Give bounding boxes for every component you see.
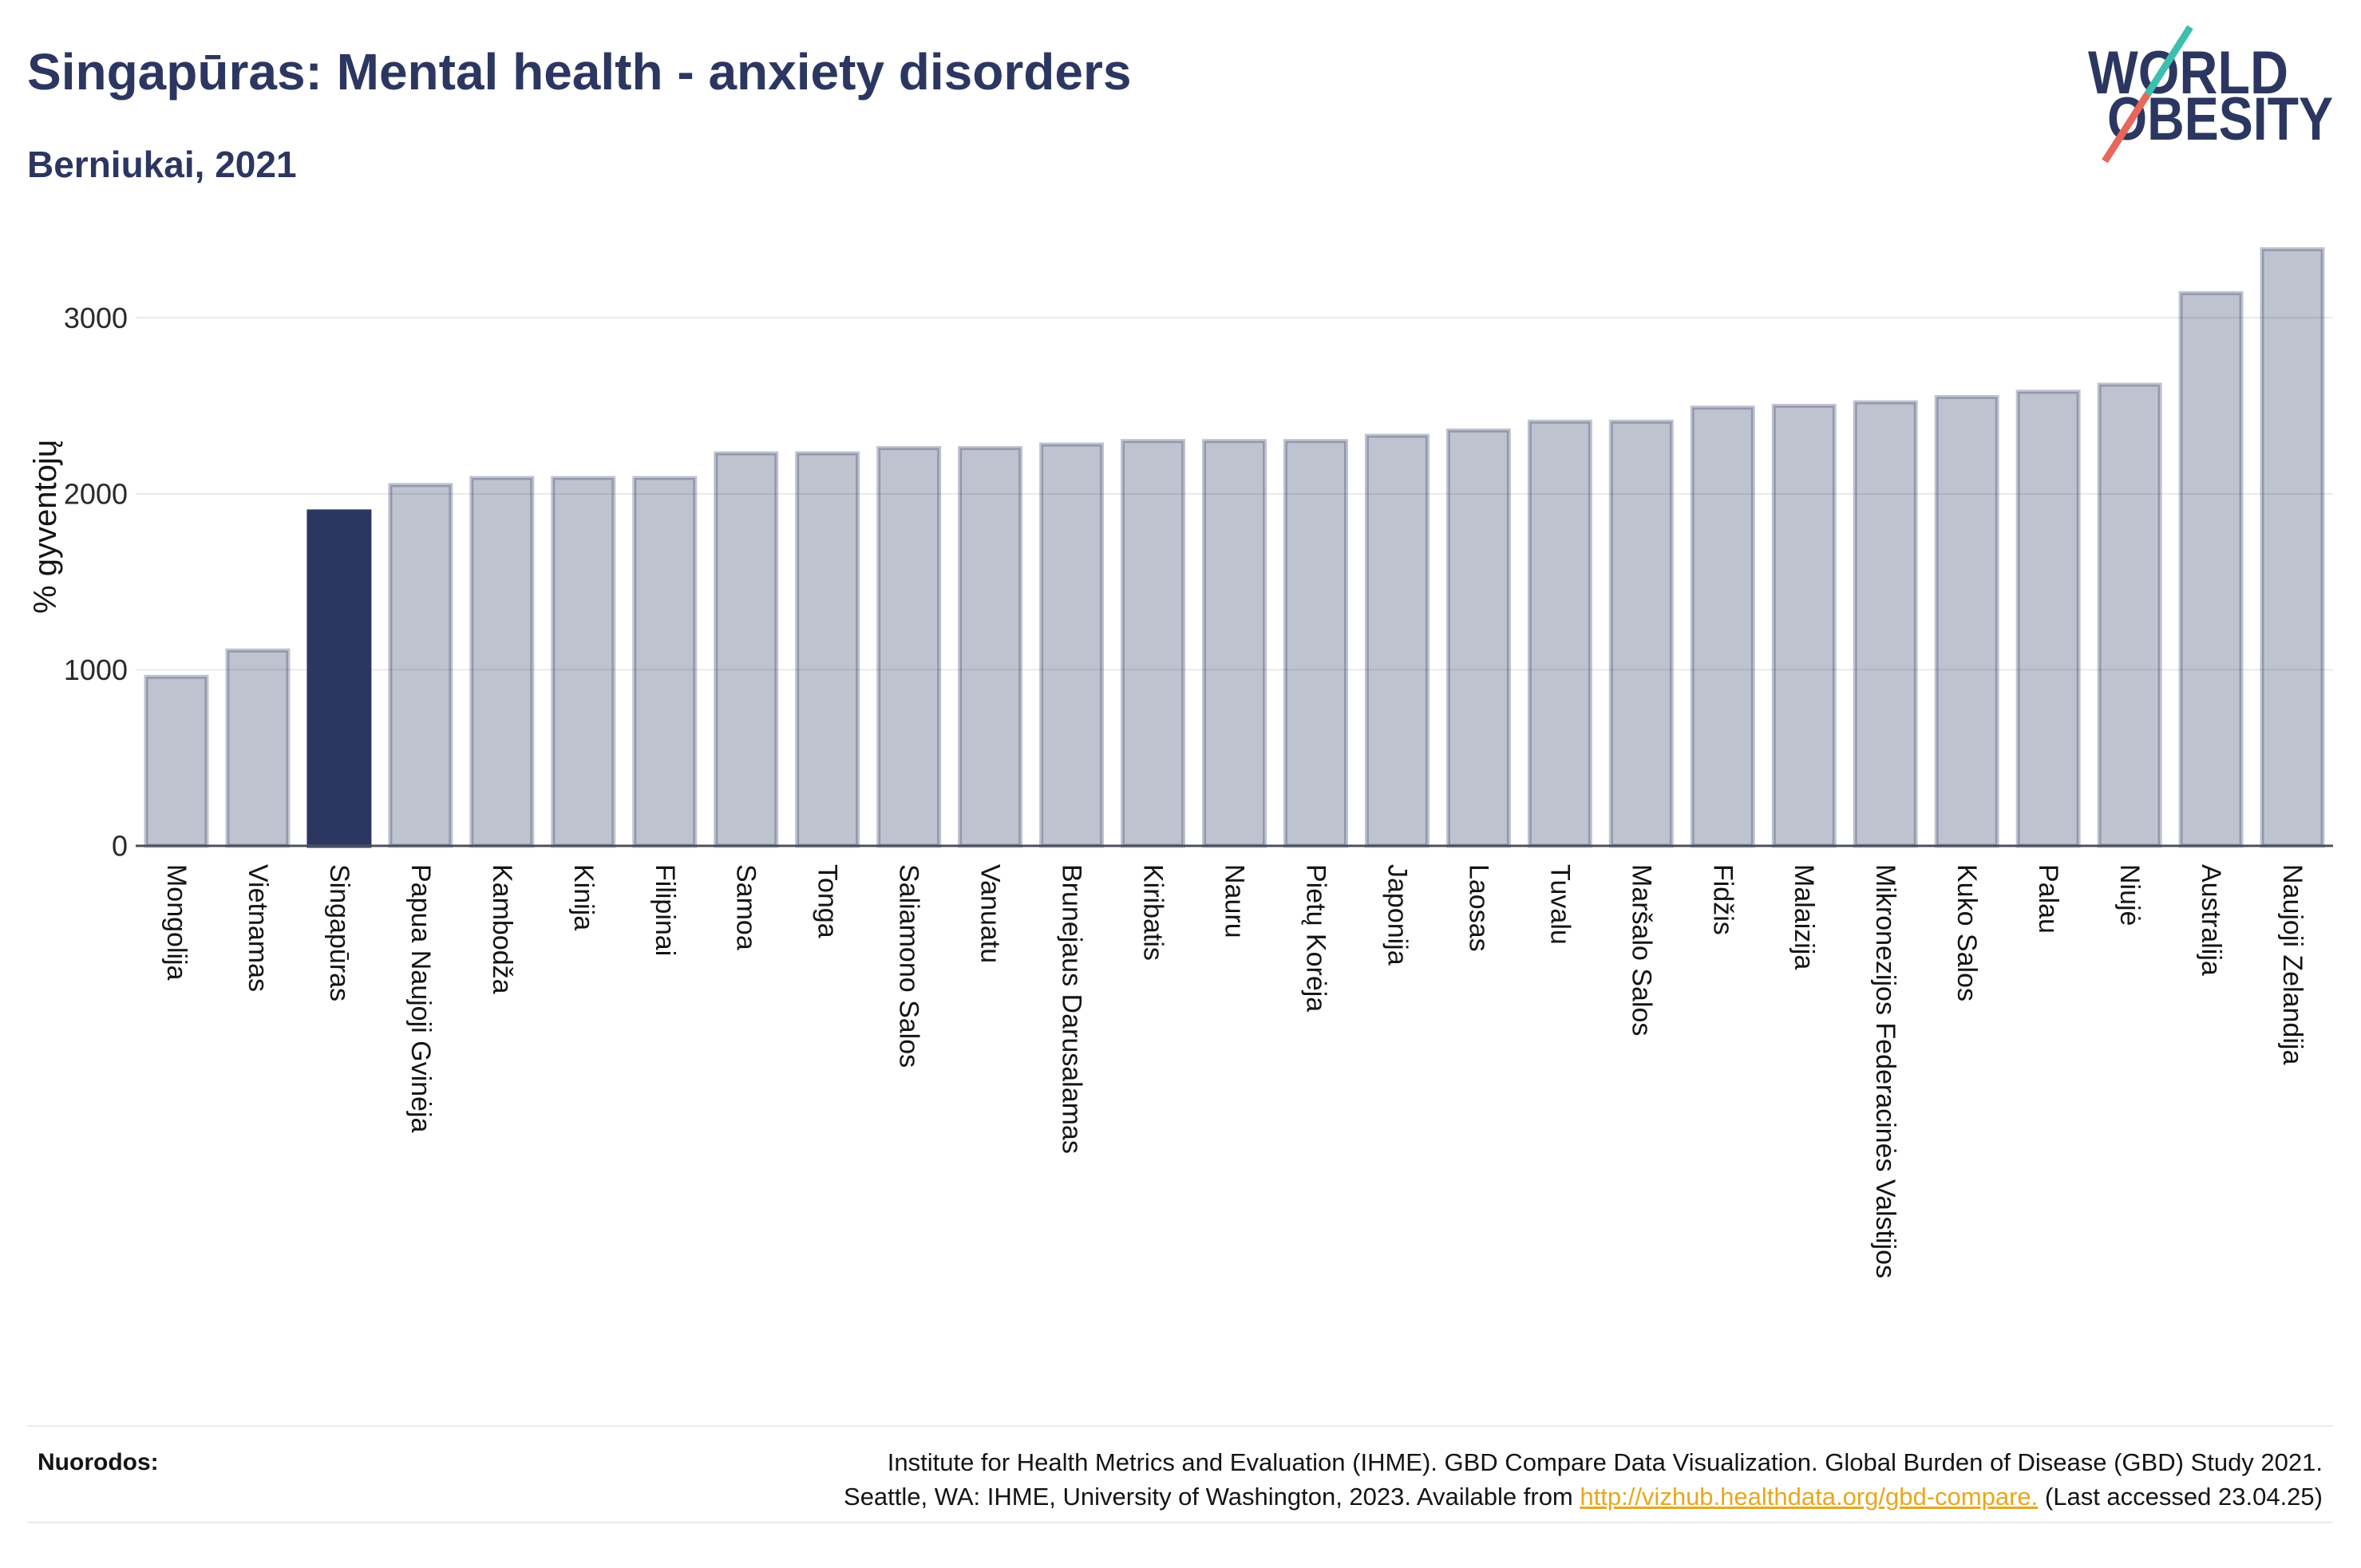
y-tick-label: 1000 [64,654,128,686]
logo-wordmark-line2: OBESITY [2107,85,2333,153]
x-tick-label: Kiribatis [1138,864,1169,961]
bar [1283,439,1348,848]
x-tick-label: Laosas [1463,864,1493,952]
logo-slash-bottom [2102,92,2151,164]
chart-subtitle: Berniukai, 2021 [27,144,297,185]
x-tick-label: Vietnamas [243,864,273,992]
bars [144,247,2325,848]
x-tick-label: Maršalo Salos [1626,864,1656,1036]
bar-chart: % gyventojų 0 1000 2000 3000 Mongolija Vietna… [28,247,2333,1278]
references-text: Institute for Health Metrics and Evaluat… [844,1445,2323,1514]
x-tick-label: Nauru [1220,864,1250,938]
bar [2097,382,2162,848]
bar [1690,405,1755,848]
x-tick-label: Naujoji Zelandija [2277,864,2308,1064]
y-axis-labels: 0 1000 2000 3000 [64,302,128,863]
y-tick-label: 3000 [64,302,128,334]
reference-line-2-prefix: Seattle, WA: IHME, University of Washing… [844,1483,1573,1511]
bar [795,451,860,848]
reference-line-2: Seattle, WA: IHME, University of Washing… [844,1479,2323,1514]
bar [714,451,779,848]
x-tick-label: Kinija [568,864,599,930]
chart-title: Singapūras: Mental health - anxiety diso… [27,43,1132,101]
bar [958,446,1023,848]
logo-slash-top [2144,25,2193,97]
x-tick-label: Malaizija [1789,864,1819,970]
bar [2015,389,2081,848]
reference-link[interactable]: http://vizhub.healthdata.org/gbd-compare… [1580,1483,2039,1511]
y-tick-label: 2000 [64,477,128,510]
bar [144,674,209,848]
logo-wordmark-line1: WORLD [2088,39,2288,107]
x-tick-label: Australija [2196,864,2226,976]
x-tick-label: Kuko Salos [1952,864,1982,1001]
bar [1853,400,1918,848]
x-tick-label: Pietų Korėja [1300,864,1331,1012]
x-tick-label: Kambodža [487,864,517,994]
bar [1934,395,1999,848]
reference-line-2-suffix: (Last accessed 23.04.25) [2044,1483,2323,1511]
x-tick-label: Japonija [1382,864,1412,966]
references-footer: Nuorodos: Institute for Health Metrics a… [27,1425,2333,1523]
bar [1445,428,1511,848]
gridlines [136,317,2333,671]
x-tick-label: Fidžis [1707,864,1738,935]
bar [1771,404,1837,848]
x-tick-label: Vanuatu [975,864,1006,963]
reference-line-1: Institute for Health Metrics and Evaluat… [887,1448,2323,1476]
bar [1121,439,1186,848]
bar [1608,419,1674,848]
bar [469,476,535,848]
x-tick-label: Saliamono Salos [894,864,924,1068]
bar [551,476,616,848]
y-tick-label: 0 [112,830,128,863]
x-tick-label: Filipinai [650,864,680,956]
x-tick-label: Papua Naujoji Gvinėja [405,864,436,1133]
x-tick-label: Brunejaus Darusalamas [1057,864,1087,1154]
world-obesity-logo: WORLD OBESITY [2088,25,2333,164]
y-axis-title: % gyventojų [28,440,63,614]
references-label: Nuorodos: [38,1449,159,1475]
x-tick-label: Tuvalu [1544,864,1575,945]
bar [1527,419,1592,848]
bar [225,648,291,848]
bar [1202,439,1267,848]
x-tick-label: Mikronezijos Federacinės Valstijos [1870,864,1900,1278]
bar [2260,247,2325,848]
bar [632,476,698,848]
bar-highlighted [306,509,372,848]
x-tick-label: Samoa [731,864,761,950]
x-tick-label: Palau [2033,864,2063,934]
x-tick-label: Tonga [813,864,843,938]
bar [1364,433,1430,848]
x-axis-labels: Mongolija Vietnamas Singapūras Papua Naujoj… [161,864,2308,1278]
x-tick-label: Niujė [2114,864,2145,926]
x-tick-label: Singapūras [324,864,354,1001]
x-tick-label: Mongolija [161,864,192,981]
bar [876,446,942,848]
bar [1039,442,1105,848]
bar [2178,290,2244,848]
bar [388,483,453,848]
